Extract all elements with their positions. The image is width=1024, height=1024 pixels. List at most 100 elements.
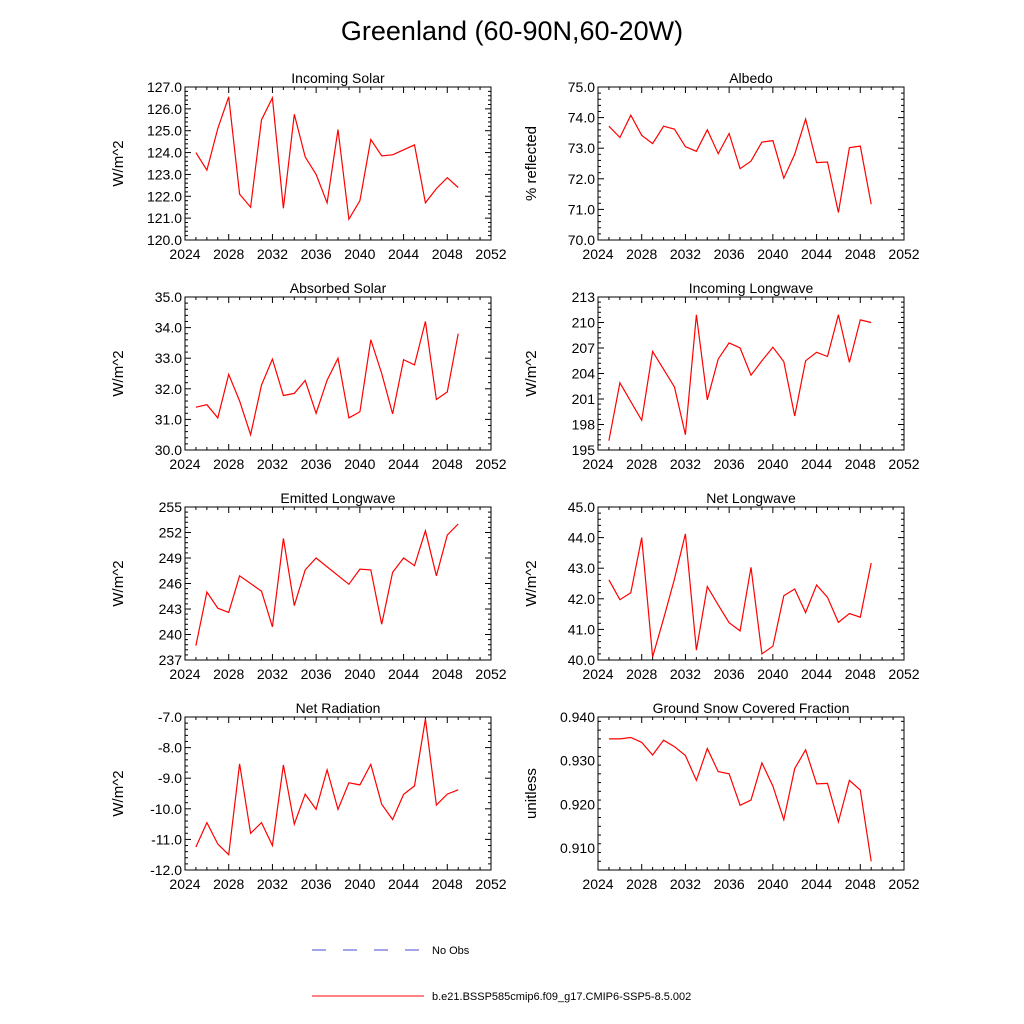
x-tick-label: 2024	[169, 666, 200, 682]
x-tick-label: 2040	[757, 456, 788, 472]
x-tick-label: 2028	[213, 246, 244, 262]
y-tick-label: 207	[572, 340, 596, 356]
x-tick-label: 2040	[344, 876, 375, 892]
y-tick-label: 32.0	[155, 381, 182, 397]
panel-net-longwave: 2024 2028 2032 2036 2040 2044 2048 2052 40.0 41.0…	[523, 490, 920, 682]
panel-title: Incoming Solar	[291, 70, 385, 86]
x-tick-label: 2024	[582, 666, 613, 682]
x-tick-label: 2036	[714, 876, 745, 892]
x-tick-label: 2048	[432, 666, 463, 682]
y-tick-label: 0.920	[560, 796, 595, 812]
x-tick-label: 2032	[670, 666, 701, 682]
x-tick-label: 2048	[845, 456, 876, 472]
x-tick-label: 2036	[301, 456, 332, 472]
y-tick-label: 42.0	[568, 591, 595, 607]
y-tick-label: 44.0	[568, 530, 595, 546]
y-tick-label: 41.0	[568, 621, 595, 637]
series-line	[195, 321, 459, 437]
y-tick-label: 252	[159, 525, 183, 541]
panel-emitted-longwave: 2024 2028 2032 2036 2040 2044 2048 2052 237 240 24…	[110, 490, 507, 682]
x-tick-label: 2048	[845, 876, 876, 892]
y-tick-label: 0.910	[560, 840, 595, 856]
panel-title: Albedo	[729, 70, 773, 86]
x-tick-label: 2052	[475, 456, 506, 472]
panel-albedo: 2024 2028 2032 2036 2040 2044 2048 2052 70.0 71.0…	[523, 70, 920, 262]
y-tick-label: 0.940	[560, 709, 595, 725]
x-tick-label: 2052	[888, 666, 919, 682]
x-tick-label: 2024	[169, 456, 200, 472]
y-tick-label: -7.0	[158, 709, 182, 725]
x-tick-label: 2040	[344, 666, 375, 682]
y-tick-label: 121.0	[147, 210, 182, 226]
y-tick-label: 72.0	[568, 171, 595, 187]
x-tick-label: 2032	[670, 876, 701, 892]
x-tick-label: 2044	[801, 666, 832, 682]
y-tick-label: -10.0	[150, 801, 182, 817]
x-tick-label: 2028	[213, 876, 244, 892]
y-tick-label: 123.0	[147, 166, 182, 182]
x-tick-label: 2028	[213, 456, 244, 472]
series-line	[195, 95, 459, 222]
panels: 2024 2028 2032 2036 2040 2044 2048 2052 120.0 121…	[110, 70, 920, 892]
y-tick-label: -9.0	[158, 770, 182, 786]
x-tick-label: 2040	[757, 246, 788, 262]
x-tick-label: 2032	[257, 246, 288, 262]
y-tick-label: 243	[159, 601, 183, 617]
x-tick-label: 2032	[670, 456, 701, 472]
x-tick-label: 2044	[388, 876, 419, 892]
x-tick-label: 2028	[213, 666, 244, 682]
y-tick-label: -11.0	[151, 831, 182, 847]
y-tick-label: 0.930	[560, 753, 595, 769]
x-tick-label: 2040	[344, 456, 375, 472]
x-tick-label: 2044	[388, 246, 419, 262]
panel-incoming-longwave: 2024 2028 2032 2036 2040 2044 2048 2052 195 198 20…	[523, 280, 920, 472]
series-line	[195, 523, 459, 646]
x-tick-label: 2052	[888, 456, 919, 472]
y-tick-label: 40.0	[568, 652, 595, 668]
y-axis-label: W/m^2	[110, 770, 127, 816]
y-tick-label: 127.0	[147, 79, 182, 95]
x-tick-label: 2032	[257, 876, 288, 892]
legend-label-no-obs: No Obs	[432, 945, 470, 957]
panel-incoming-solar: 2024 2028 2032 2036 2040 2044 2048 2052 120.0 121…	[110, 70, 507, 262]
x-tick-label: 2036	[301, 246, 332, 262]
y-tick-label: 210	[572, 315, 596, 331]
x-tick-label: 2024	[582, 456, 613, 472]
x-tick-label: 2044	[388, 456, 419, 472]
x-tick-label: 2036	[714, 666, 745, 682]
y-tick-label: 71.0	[568, 201, 595, 217]
x-tick-label: 2044	[801, 456, 832, 472]
y-tick-label: 237	[159, 652, 183, 668]
x-tick-label: 2052	[475, 876, 506, 892]
x-tick-label: 2036	[301, 876, 332, 892]
x-tick-label: 2028	[626, 666, 657, 682]
x-tick-label: 2036	[301, 666, 332, 682]
x-tick-label: 2048	[432, 876, 463, 892]
x-tick-label: 2032	[257, 456, 288, 472]
x-tick-label: 2024	[582, 246, 613, 262]
series-line	[195, 719, 459, 856]
x-tick-label: 2028	[626, 246, 657, 262]
y-tick-label: 249	[159, 550, 183, 566]
y-tick-label: 35.0	[155, 289, 182, 305]
series-line	[608, 736, 872, 862]
panel-title: Net Radiation	[296, 700, 381, 716]
x-tick-label: 2040	[757, 666, 788, 682]
y-tick-label: 246	[159, 576, 183, 592]
y-tick-label: -8.0	[158, 740, 182, 756]
y-tick-label: 31.0	[155, 411, 182, 427]
panel-absorbed-solar: 2024 2028 2032 2036 2040 2044 2048 2052 30.0 31.0…	[110, 280, 507, 472]
x-tick-label: 2052	[888, 876, 919, 892]
y-axis-label: W/m^2	[110, 140, 127, 186]
x-tick-label: 2044	[388, 666, 419, 682]
y-tick-label: 74.0	[568, 110, 595, 126]
series-line	[608, 113, 872, 213]
y-tick-label: 43.0	[568, 560, 595, 576]
y-tick-label: 126.0	[147, 101, 182, 117]
x-tick-label: 2048	[432, 246, 463, 262]
x-tick-label: 2032	[257, 666, 288, 682]
y-tick-label: 125.0	[147, 123, 182, 139]
x-tick-label: 2048	[432, 456, 463, 472]
y-tick-label: 45.0	[568, 499, 595, 515]
y-tick-label: 70.0	[568, 232, 595, 248]
